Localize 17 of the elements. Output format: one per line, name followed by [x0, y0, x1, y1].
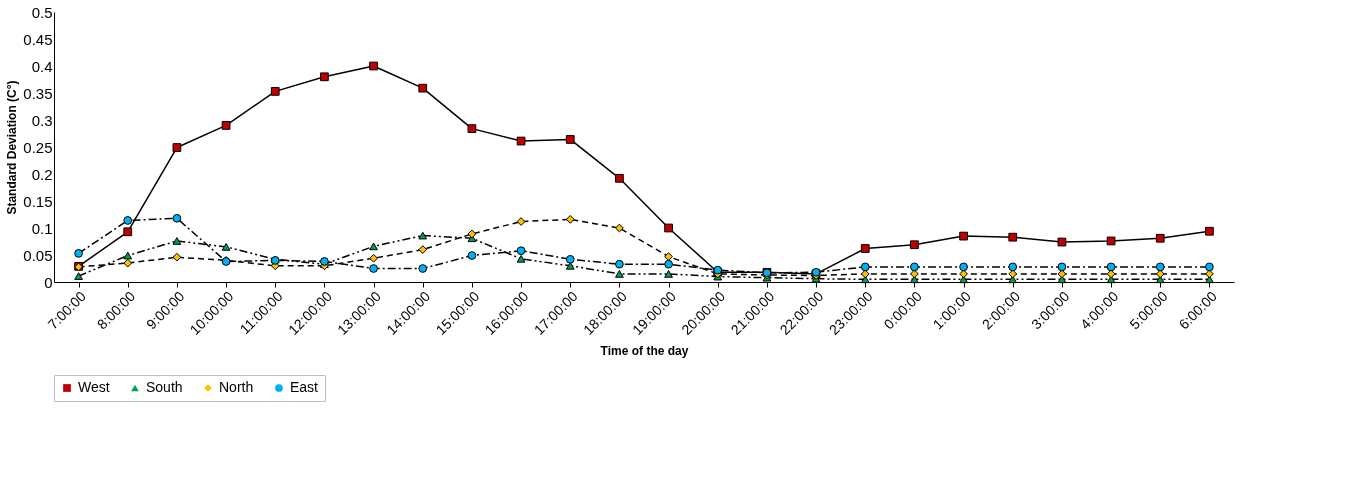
- y-tick-label: 0: [44, 273, 53, 291]
- legend-label: East: [290, 379, 319, 395]
- legend-label: South: [146, 379, 183, 395]
- y-tick-label: 0.45: [23, 30, 53, 48]
- y-axis-title: Standard Deviation (C°): [5, 80, 20, 215]
- y-tick-label: 0.15: [23, 192, 53, 210]
- y-tick-label: 0.5: [31, 3, 53, 21]
- y-tick-label: 0.3: [31, 111, 53, 129]
- y-tick-label: 0.05: [23, 246, 53, 264]
- y-tick-label: 0.25: [23, 138, 53, 156]
- y-tick-label: 0.2: [31, 165, 53, 183]
- legend-label: North: [219, 379, 254, 395]
- y-tick-label: 0.4: [31, 57, 53, 75]
- y-tick-label: 0.1: [31, 219, 53, 237]
- legend-label: West: [78, 379, 110, 395]
- y-tick-label: 0.35: [23, 84, 53, 102]
- x-axis-title: Time of the day: [600, 343, 689, 358]
